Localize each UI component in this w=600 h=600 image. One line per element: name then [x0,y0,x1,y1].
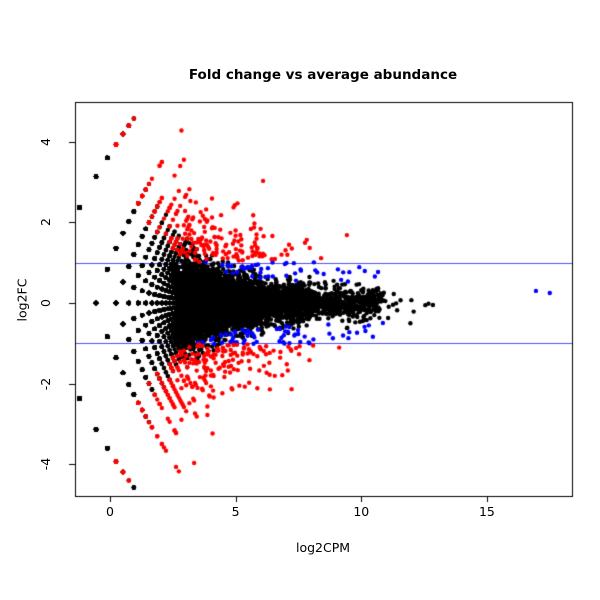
y-tick-label: -2 [38,377,53,390]
y-tick-label: 0 [38,299,53,307]
y-tick-label: 4 [38,137,53,146]
x-tick-label: 10 [353,504,370,519]
y-axis-label: log2FC [14,278,30,322]
y-tick-label: 2 [38,218,53,227]
chart-title: Fold change vs average abundance [188,67,458,83]
x-tick-label: 15 [478,504,495,519]
x-axis-label: log2CPM [295,540,351,555]
x-tick-label: 5 [231,504,240,519]
y-tick-label: -4 [38,457,53,471]
x-tick-label: 0 [106,504,114,519]
